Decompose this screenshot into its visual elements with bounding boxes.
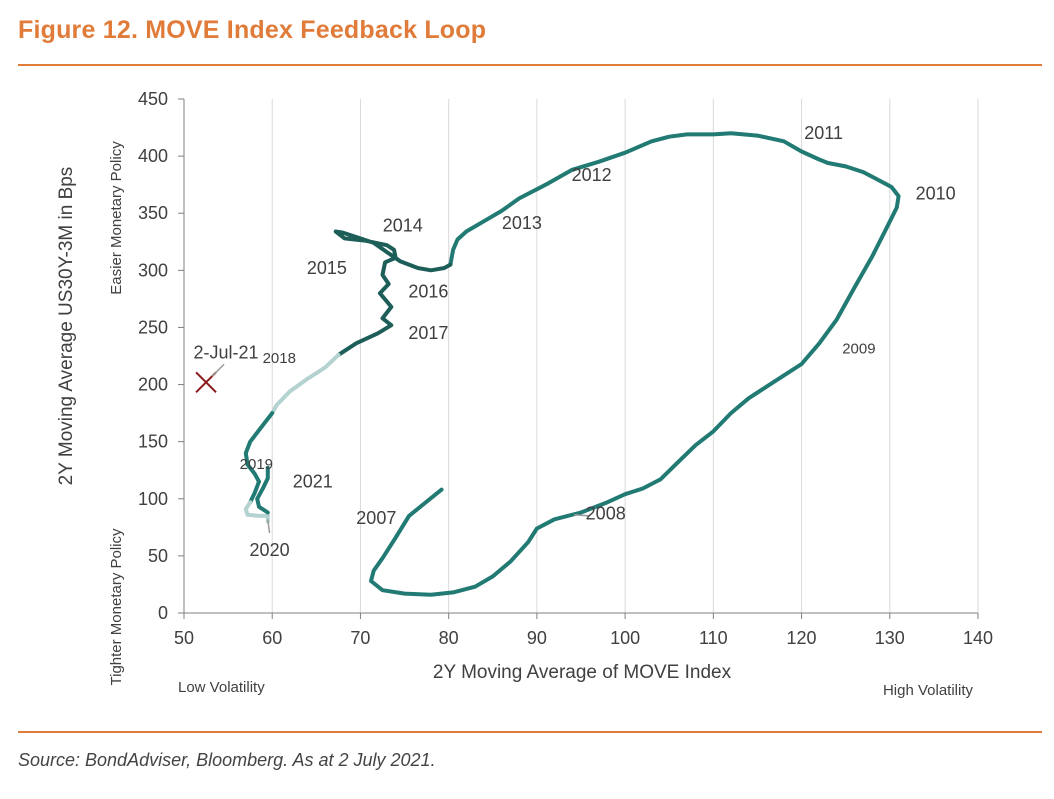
y-axis-ticks: 0 50 100 150 200 250 300 350 400 450 (138, 89, 184, 623)
x-axis-ticks: 50 60 70 80 90 100 110 120 130 140 (174, 613, 993, 648)
x-note-low-volatility: Low Volatility (178, 679, 265, 696)
year-label-2009: 2009 (842, 341, 875, 358)
grid-lines (271, 99, 979, 613)
y-axis-title: 2Y Moving Average US30Y-3M in Bps (56, 167, 77, 486)
year-label-2015: 2015 (307, 258, 347, 278)
series-line-2019 (243, 411, 275, 505)
label-leaders (267, 514, 590, 534)
year-label-2013: 2013 (502, 213, 542, 233)
y-tick-label-50: 50 (148, 546, 168, 566)
series-line-2021 (255, 465, 270, 515)
x-tick-label-50: 50 (174, 628, 194, 648)
current-marker: 2-Jul-21 (194, 342, 259, 393)
y-tick-label-350: 350 (138, 203, 168, 223)
x-tick-label-70: 70 (350, 628, 370, 648)
source-rule (18, 731, 1042, 733)
series-line-2018 (270, 352, 341, 416)
x-tick-label-110: 110 (699, 628, 728, 648)
y-tick-label-150: 150 (138, 432, 168, 452)
year-label-2019: 2019 (240, 456, 273, 473)
year-label-2018: 2018 (263, 350, 296, 367)
year-label-2016: 2016 (408, 282, 448, 302)
x-tick-label-100: 100 (610, 628, 640, 648)
y-tick-label-300: 300 (138, 260, 168, 280)
y-tick-label-200: 200 (138, 375, 168, 395)
x-note-high-volatility: High Volatility (883, 682, 974, 699)
leader-2020 (267, 519, 271, 534)
year-label-2007: 2007 (356, 508, 396, 528)
y-tick-label-250: 250 (138, 317, 168, 337)
series-line-2014-2017 (333, 229, 453, 357)
year-label-2014: 2014 (383, 215, 423, 235)
y-tick-label-0: 0 (158, 603, 168, 623)
year-label-2017: 2017 (408, 323, 448, 343)
x-tick-label-120: 120 (787, 628, 817, 648)
leader-2008 (573, 514, 590, 517)
year-label-2008: 2008 (586, 503, 626, 523)
x-tick-label-90: 90 (527, 628, 547, 648)
x-axis-title: 2Y Moving Average of MOVE Index (433, 662, 732, 683)
series-line-2020 (243, 500, 270, 524)
y-tick-label-450: 450 (138, 89, 168, 109)
year-label-2020: 2020 (250, 540, 290, 560)
x-tick-label-140: 140 (963, 628, 993, 648)
marker-leader (211, 363, 225, 377)
year-label-2021: 2021 (293, 471, 333, 491)
marker-label: 2-Jul-21 (194, 342, 259, 362)
year-labels: 2007 2008 2009 2010 2011 2012 2013 2014 2015 2016… (240, 123, 956, 560)
y-note-tighter: Tighter Monetary Policy (108, 528, 125, 686)
x-tick-label-130: 130 (875, 628, 905, 648)
y-note-easier: Easier Monetary Policy (108, 141, 125, 295)
series-lines (243, 131, 901, 597)
year-label-2012: 2012 (572, 165, 612, 185)
x-tick-label-80: 80 (439, 628, 459, 648)
title-rule (18, 64, 1042, 66)
y-tick-label-100: 100 (138, 489, 168, 509)
x-tick-label-60: 60 (262, 628, 282, 648)
series-line-2007-2013 (369, 131, 901, 597)
figure-title: Figure 12. MOVE Index Feedback Loop (18, 16, 487, 44)
axes (183, 99, 978, 614)
year-label-2010: 2010 (916, 184, 956, 204)
y-tick-label-400: 400 (138, 146, 168, 166)
source-note: Source: BondAdviser, Bloomberg. As at 2 … (18, 750, 436, 770)
year-label-2011: 2011 (804, 123, 843, 143)
